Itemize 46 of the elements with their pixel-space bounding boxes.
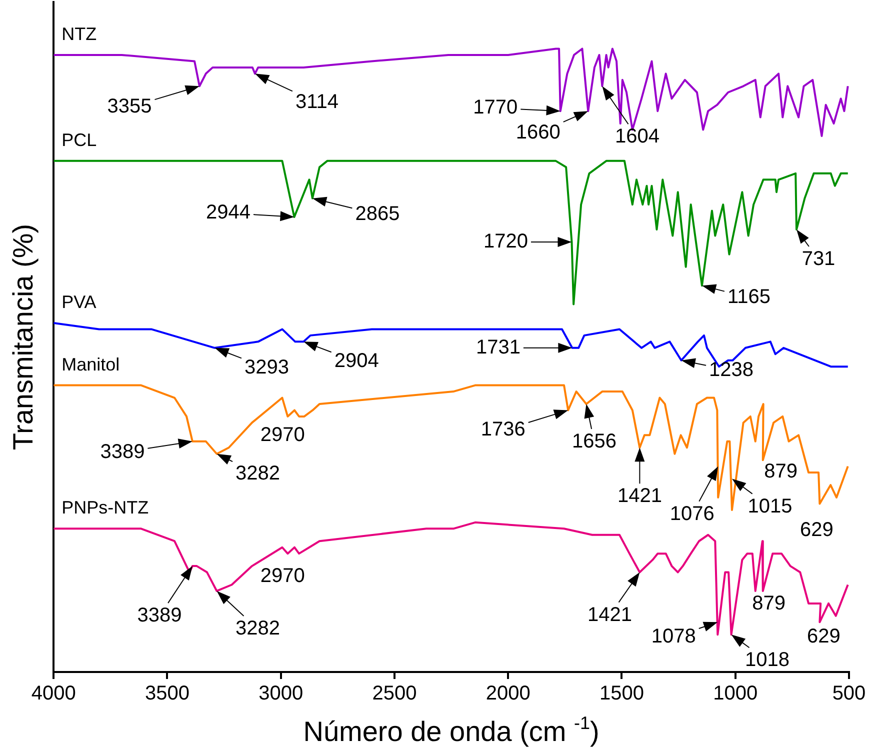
series-label: PNPs-NTZ [62,498,149,518]
annotation: 2970 [260,565,305,588]
series-label: NTZ [62,24,97,44]
annotation: 1018 [745,649,790,672]
series-label: PCL [62,130,97,150]
annotation: 3389 [137,604,182,627]
annotation: 1660 [516,122,560,144]
x-tick-label: 4000 [31,682,76,705]
annotation: 1421 [587,604,632,626]
annotation: 879 [752,592,786,614]
x-tick-label: 500 [832,682,866,705]
annotation: 2970 [260,424,305,446]
x-tick-label: 3500 [144,682,190,705]
annotation: 1770 [473,96,518,119]
annotation: 1165 [727,286,770,308]
annotation: 1076 [670,502,714,525]
annotation: 2904 [334,350,379,372]
annotation: 879 [764,460,798,483]
annotation: 629 [806,626,840,648]
x-tick-label: 1000 [713,682,758,705]
annotation: 1238 [709,358,754,381]
x-tick-label: 1500 [599,682,644,705]
annotation: 3114 [295,91,338,114]
annotation: 1421 [617,485,662,508]
annotation: 629 [800,519,834,542]
annotation: 1736 [480,418,526,441]
series-label: Manitol [62,354,120,374]
annotation: 2865 [355,202,400,225]
annotation: 3293 [244,356,289,378]
x-tick-label: 2000 [486,682,530,705]
annotation: 3282 [236,462,280,484]
series-label: PVA [62,292,96,312]
annotation: 3282 [236,617,280,640]
annotation: 2944 [206,202,251,224]
annotation: 1656 [572,430,617,453]
annotation: 3389 [100,440,145,463]
x-tick-label: 2500 [372,682,417,705]
annotation: 1604 [614,126,660,148]
annotation: 1720 [483,230,528,252]
annotation: 1731 [476,336,520,358]
annotation: 1015 [748,495,792,518]
annotation: 731 [802,248,836,270]
annotation: 1078 [651,626,696,648]
annotation: 3355 [107,96,152,118]
x-tick-label: 3000 [258,682,304,705]
y-axis-title: Transmitancia (%) [8,224,39,450]
